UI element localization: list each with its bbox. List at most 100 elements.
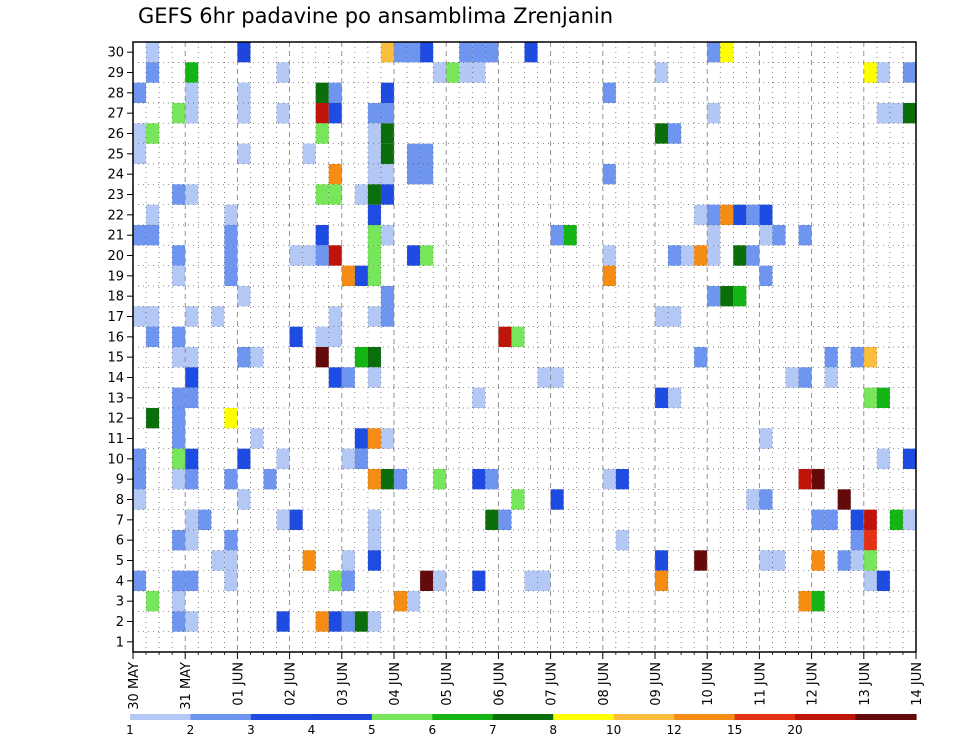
chart-title: GEFS 6hr padavine po ansamblima Zrenjani… — [138, 4, 614, 28]
y-tick-label: 18 — [107, 290, 124, 305]
heatmap-cell — [668, 387, 682, 408]
heatmap-cell — [511, 326, 525, 347]
heatmap-cell — [237, 448, 251, 469]
heatmap-cell — [876, 387, 890, 408]
heatmap-cell — [315, 225, 329, 246]
heatmap-cell — [602, 245, 616, 266]
heatmap-cell — [289, 326, 303, 347]
heatmap-cell — [224, 204, 238, 225]
heatmap-cell — [655, 306, 669, 327]
heatmap-cell — [237, 286, 251, 307]
heatmap-cell — [668, 245, 682, 266]
heatmap-cell — [328, 164, 342, 185]
heatmap-cell — [172, 570, 186, 591]
heatmap-cell — [668, 306, 682, 327]
heatmap-cell — [341, 265, 355, 286]
heatmap-cell — [146, 326, 160, 347]
heatmap-cell — [328, 367, 342, 388]
heatmap-cell — [863, 570, 877, 591]
colorbar-label: 4 — [308, 723, 316, 737]
heatmap-cell — [133, 570, 147, 591]
heatmap-cell — [211, 306, 225, 327]
x-tick-label: 10 JUN — [701, 662, 716, 706]
heatmap-cell — [172, 387, 186, 408]
x-axis: 30 MAY 31 MAY 01 JUN 02 JUN 03 JUN 04 JUN 05 J… — [127, 652, 925, 710]
heatmap-cell — [172, 245, 186, 266]
y-tick-label: 26 — [107, 127, 124, 142]
heatmap-cell — [250, 347, 264, 368]
heatmap-cell — [407, 245, 421, 266]
heatmap-cell — [863, 530, 877, 551]
colorbar-label: 7 — [489, 723, 497, 737]
colorbar-swatch — [795, 714, 857, 720]
heatmap-cell — [354, 448, 368, 469]
heatmap-cell — [341, 611, 355, 632]
heatmap-cell — [354, 184, 368, 205]
heatmap-cell — [498, 326, 512, 347]
heatmap-cell — [380, 286, 394, 307]
heatmap-cell — [394, 42, 408, 63]
heatmap-cell — [615, 530, 629, 551]
heatmap-cell — [172, 326, 186, 347]
colorbar-swatch — [492, 714, 554, 720]
colorbar-label: 8 — [549, 723, 557, 737]
heatmap-cell — [224, 408, 238, 429]
heatmap-cell — [367, 103, 381, 124]
heatmap-cell — [420, 143, 434, 164]
heatmap-cell — [146, 62, 160, 83]
heatmap-cell — [824, 509, 838, 530]
x-tick-label: 12 JUN — [806, 662, 821, 706]
heatmap-cell — [380, 123, 394, 144]
heatmap-cell — [380, 103, 394, 124]
heatmap-cell — [824, 347, 838, 368]
heatmap-cell — [811, 550, 825, 571]
heatmap-cell — [511, 489, 525, 510]
y-tick-label: 2 — [116, 615, 124, 630]
heatmap-cell — [146, 123, 160, 144]
heatmap-cell — [367, 367, 381, 388]
heatmap-cell — [185, 62, 199, 83]
heatmap-cell — [694, 204, 708, 225]
heatmap-cell — [224, 265, 238, 286]
heatmap-cell — [433, 570, 447, 591]
heatmap-cell — [328, 570, 342, 591]
heatmap-cell — [224, 550, 238, 571]
heatmap-cell — [341, 550, 355, 571]
colorbar-swatch — [613, 714, 675, 720]
heatmap-cell — [224, 225, 238, 246]
heatmap-cell — [420, 42, 434, 63]
colorbar-swatch — [311, 714, 373, 720]
heatmap-cell — [367, 469, 381, 490]
heatmap-cell — [485, 509, 499, 530]
heatmap-cell — [367, 265, 381, 286]
colorbar-swatch — [553, 714, 615, 720]
heatmap-cell — [602, 82, 616, 103]
heatmap-cell — [367, 184, 381, 205]
heatmap-cell — [237, 143, 251, 164]
x-tick-label: 01 JUN — [231, 662, 246, 706]
heatmap-cell — [198, 509, 212, 530]
heatmap-cell — [811, 591, 825, 612]
heatmap-cell — [315, 123, 329, 144]
heatmap-cell — [237, 347, 251, 368]
y-tick-label: 21 — [107, 229, 124, 244]
heatmap-cell — [328, 306, 342, 327]
x-tick-label: 13 JUN — [858, 662, 873, 706]
heatmap-cell — [655, 570, 669, 591]
x-tick-label: 09 JUN — [649, 662, 664, 706]
colorbar-label: 2 — [187, 723, 195, 737]
heatmap-cell — [185, 530, 199, 551]
heatmap-cell — [276, 611, 290, 632]
heatmap-cell — [237, 82, 251, 103]
heatmap-cell — [341, 367, 355, 388]
heatmap-cell — [615, 469, 629, 490]
heatmap-cell — [759, 225, 773, 246]
heatmap-cell — [185, 306, 199, 327]
y-tick-label: 9 — [116, 473, 124, 488]
heatmap-cell — [876, 570, 890, 591]
heatmap-cell — [772, 550, 786, 571]
heatmap-cell — [733, 245, 747, 266]
heatmap-cell — [876, 62, 890, 83]
heatmap-cell — [524, 42, 538, 63]
heatmap-cell — [863, 509, 877, 530]
